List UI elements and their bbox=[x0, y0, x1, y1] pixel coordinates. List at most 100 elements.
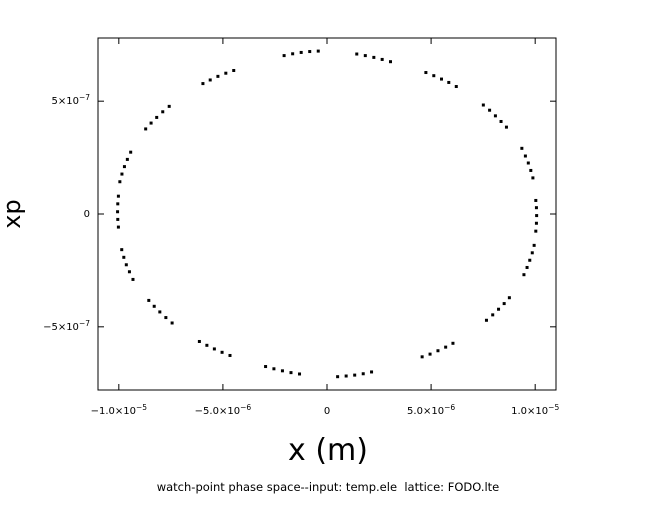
data-point bbox=[497, 307, 501, 311]
data-point bbox=[522, 273, 526, 277]
data-point bbox=[523, 154, 527, 158]
data-point bbox=[432, 74, 436, 78]
data-point bbox=[205, 343, 209, 347]
data-point bbox=[440, 77, 443, 81]
data-point bbox=[370, 370, 374, 374]
data-point bbox=[131, 277, 135, 281]
data-point bbox=[502, 302, 506, 306]
data-point bbox=[534, 229, 538, 233]
data-point bbox=[299, 50, 303, 54]
data-point bbox=[122, 165, 126, 169]
data-point bbox=[499, 119, 503, 123]
data-point bbox=[282, 54, 286, 58]
x-tick-label: 0 bbox=[324, 406, 330, 417]
data-point bbox=[436, 349, 440, 353]
data-point bbox=[424, 71, 428, 75]
data-point bbox=[363, 54, 367, 58]
y-tick-label: −5×10−7 bbox=[43, 319, 90, 333]
data-points bbox=[116, 49, 539, 379]
data-point bbox=[534, 198, 538, 202]
y-tick-label: 5×10−7 bbox=[51, 93, 90, 107]
data-point bbox=[531, 176, 535, 180]
plot-frame bbox=[97, 37, 557, 391]
x-axis-label: x (m) bbox=[288, 433, 368, 468]
data-point bbox=[525, 265, 529, 269]
data-point bbox=[120, 248, 124, 252]
x-tick-label: −1.0×10−5 bbox=[91, 403, 148, 417]
y-axis-label: xp bbox=[0, 199, 26, 228]
data-point bbox=[534, 206, 538, 210]
data-point bbox=[125, 157, 129, 161]
data-point bbox=[529, 168, 533, 172]
data-point bbox=[484, 318, 488, 322]
data-point bbox=[116, 202, 120, 206]
data-point bbox=[216, 74, 220, 78]
data-point bbox=[344, 374, 348, 378]
data-point bbox=[149, 121, 153, 125]
data-point bbox=[534, 221, 538, 225]
data-point bbox=[118, 180, 122, 184]
y-tick-label: 0 bbox=[84, 209, 90, 220]
data-point bbox=[122, 255, 126, 259]
data-point bbox=[388, 60, 392, 64]
data-point bbox=[291, 52, 295, 56]
tick-labels: −1.0×10−5 −5.0×10−6 0 5.0×10−6 1.0×10−5 5×10−… bbox=[43, 93, 559, 417]
plot-caption: watch-point phase space--input: temp.ele… bbox=[157, 480, 500, 494]
data-point bbox=[454, 85, 458, 89]
tick-marks bbox=[98, 38, 556, 390]
data-point bbox=[155, 115, 159, 119]
data-point bbox=[228, 353, 232, 357]
data-point bbox=[428, 352, 432, 356]
data-point bbox=[444, 345, 448, 349]
data-point bbox=[493, 114, 497, 118]
data-point bbox=[124, 263, 128, 267]
data-point bbox=[507, 296, 511, 300]
data-point bbox=[129, 150, 133, 154]
data-point bbox=[232, 68, 236, 72]
data-point bbox=[535, 214, 539, 218]
data-point bbox=[504, 125, 508, 129]
data-point bbox=[208, 78, 212, 82]
data-point bbox=[161, 110, 165, 114]
data-point bbox=[272, 367, 276, 371]
data-point bbox=[197, 339, 201, 343]
data-point bbox=[530, 251, 534, 255]
data-point bbox=[520, 146, 524, 150]
data-point bbox=[481, 103, 485, 107]
data-point bbox=[380, 57, 384, 61]
data-point bbox=[120, 172, 124, 176]
data-point bbox=[152, 304, 156, 308]
data-point bbox=[224, 71, 228, 75]
data-point bbox=[280, 369, 284, 373]
data-point bbox=[147, 298, 151, 302]
data-point bbox=[420, 355, 424, 359]
x-tick-label: 5.0×10−6 bbox=[407, 403, 455, 417]
data-point bbox=[220, 350, 224, 354]
data-point bbox=[447, 80, 451, 84]
data-point bbox=[127, 270, 131, 274]
data-point bbox=[298, 372, 302, 376]
data-point bbox=[116, 225, 120, 229]
data-point bbox=[201, 82, 205, 86]
data-point bbox=[316, 49, 320, 53]
data-point bbox=[170, 321, 174, 325]
data-point bbox=[355, 52, 359, 56]
data-point bbox=[532, 243, 536, 247]
data-point bbox=[488, 108, 492, 112]
data-point bbox=[491, 313, 495, 317]
data-point bbox=[116, 194, 120, 198]
data-point bbox=[353, 373, 357, 377]
data-point bbox=[528, 258, 532, 262]
data-point bbox=[308, 50, 312, 54]
data-point bbox=[361, 372, 365, 376]
data-point bbox=[336, 375, 340, 379]
data-point bbox=[526, 161, 530, 165]
data-point bbox=[212, 347, 216, 351]
data-point bbox=[158, 310, 162, 314]
x-tick-label: 1.0×10−5 bbox=[511, 403, 559, 417]
data-point bbox=[372, 55, 376, 59]
data-point bbox=[451, 341, 455, 345]
data-point bbox=[144, 127, 148, 131]
data-point bbox=[167, 104, 171, 108]
